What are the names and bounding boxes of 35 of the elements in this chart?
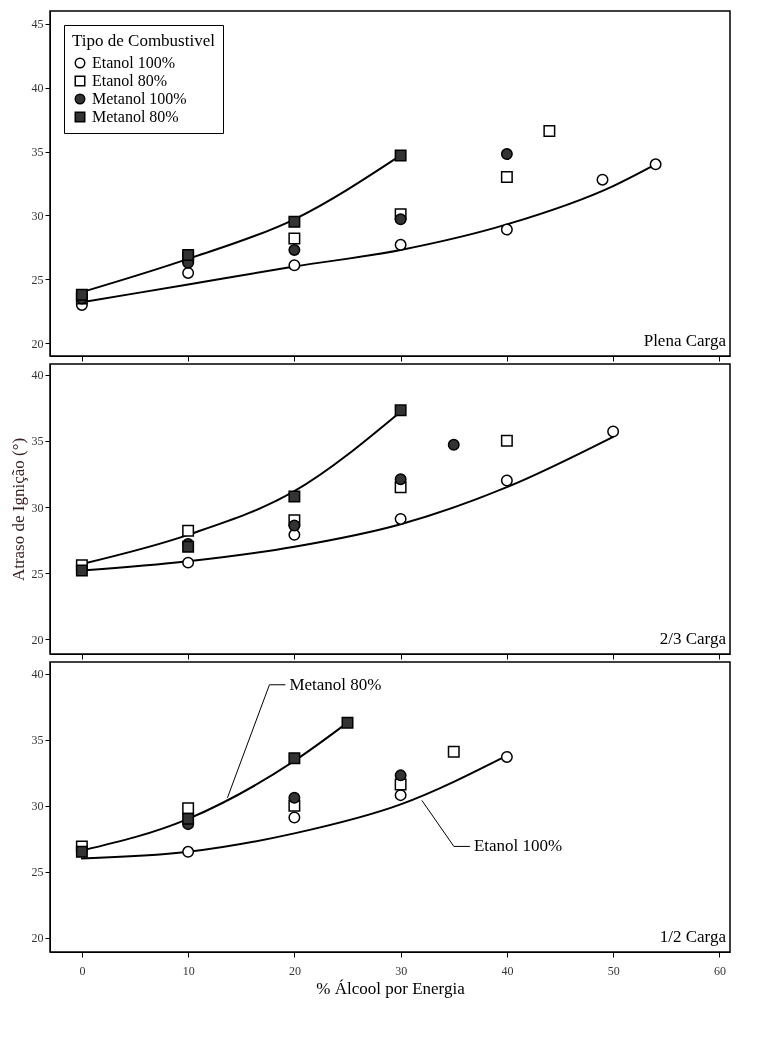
x-tick-label: 20 xyxy=(288,963,301,978)
legend-label: Metanol 80% xyxy=(92,108,179,125)
y-tick-label: 25 xyxy=(31,865,44,880)
x-tick-label: 0 xyxy=(79,963,86,978)
y-axis-title: Atraso de Ignição (°) xyxy=(8,437,28,582)
y-tick-label: 25 xyxy=(31,566,44,581)
x-tick-label: 10 xyxy=(182,963,195,978)
y-tick-label: 35 xyxy=(31,145,44,160)
x-tick-label: 30 xyxy=(395,963,408,978)
y-tick-label: 25 xyxy=(31,272,44,287)
x-tick-label: 50 xyxy=(607,963,620,978)
legend-label: Etanol 100% xyxy=(92,54,176,71)
x-tick-label: 40 xyxy=(501,963,514,978)
annotation: 1/2 Carga xyxy=(659,927,727,946)
annotation: 2/3 Carga xyxy=(659,629,727,648)
legend-label: Metanol 100% xyxy=(92,90,187,107)
y-tick-label: 20 xyxy=(31,632,44,647)
annotation: Etanol 100% xyxy=(473,836,563,856)
y-tick-label: 30 xyxy=(31,799,44,814)
x-tick-label: 60 xyxy=(713,963,726,978)
annotation: Plena Carga xyxy=(643,331,727,350)
y-tick-label: 40 xyxy=(31,81,44,96)
y-tick-label: 30 xyxy=(31,500,44,515)
y-tick-label: 40 xyxy=(31,368,44,383)
legend-label: Etanol 80% xyxy=(92,72,168,89)
y-tick-label: 30 xyxy=(31,208,44,223)
legend-title: Tipo de Combustivel xyxy=(72,31,216,50)
x-axis-title: % Álcool por Energia xyxy=(316,978,466,998)
annotation: Metanol 80% xyxy=(289,674,382,694)
y-tick-label: 35 xyxy=(31,733,44,748)
y-tick-label: 40 xyxy=(31,667,44,682)
y-tick-label: 20 xyxy=(31,336,44,351)
y-tick-label: 45 xyxy=(31,17,44,32)
y-tick-label: 35 xyxy=(31,434,44,449)
y-tick-label: 20 xyxy=(31,931,44,945)
